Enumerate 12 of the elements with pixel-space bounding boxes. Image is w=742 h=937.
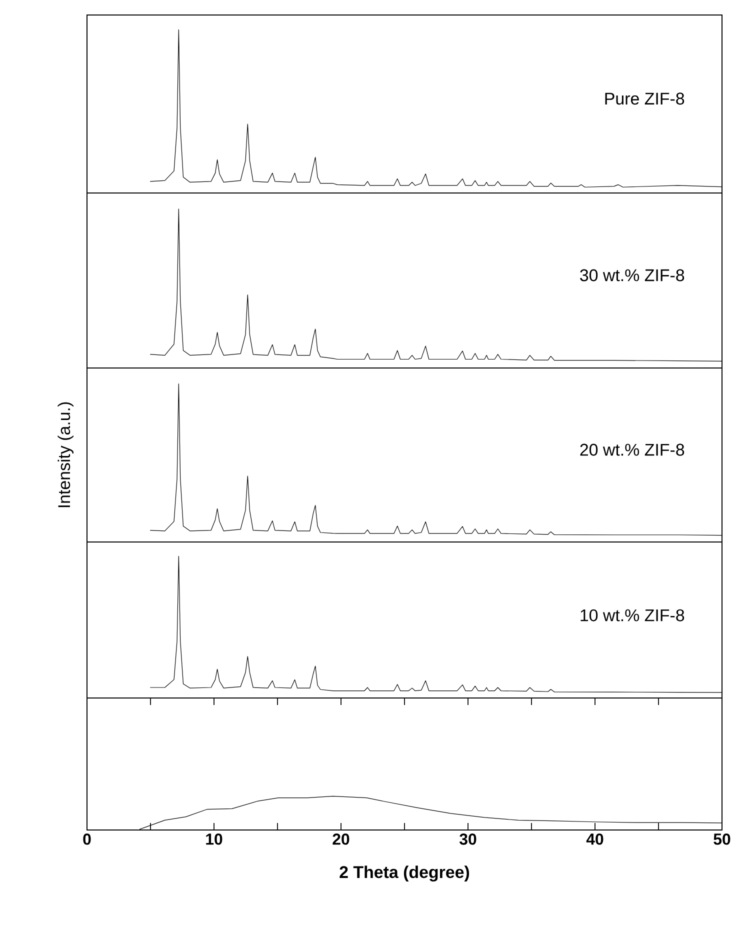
x-tick-label: 30 [459, 834, 476, 845]
x-axis-title: 2 Theta (degree) [340, 866, 470, 882]
text: 30 wt.% ZIF-8 [580, 269, 684, 282]
x-tick-label: 50 [714, 834, 730, 845]
text: Pure ZIF-8 [605, 92, 684, 105]
y-axis-title: Intensity (a.u.) [58, 402, 74, 508]
x-tick-label: 40 [586, 834, 604, 845]
text: 20 wt.% ZIF-8 [580, 444, 684, 456]
x-tick-label: 10 [206, 834, 222, 845]
x-tick-label: 20 [332, 834, 350, 845]
x-tick-label: 0 [83, 834, 91, 845]
text: 10 wt.% ZIF-8 [580, 609, 684, 622]
